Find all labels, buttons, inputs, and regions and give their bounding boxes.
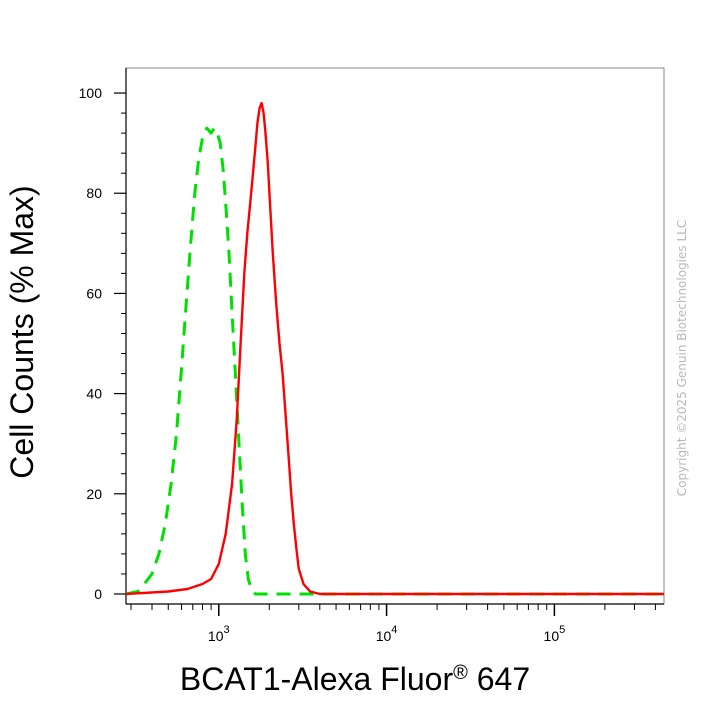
y-tick-label: 0 <box>94 586 102 602</box>
x-tick-label: 105 <box>544 624 566 644</box>
x-axis-title: BCAT1-Alexa Fluor® 647 <box>180 661 530 697</box>
series-layer <box>125 101 664 596</box>
y-tick-label: 40 <box>86 386 102 402</box>
x-tick-label-base: 10 <box>208 628 224 644</box>
y-tick-label: 100 <box>79 85 103 101</box>
x-axis-title-suffix: 647 <box>468 661 530 697</box>
x-axis-title-main: BCAT1-Alexa Fluor <box>180 661 454 697</box>
y-tick-label: 20 <box>86 486 102 502</box>
x-axis: 103 104 105 <box>126 603 664 644</box>
x-tick-label-exponent: 3 <box>223 624 229 636</box>
x-tick-label-base: 10 <box>376 628 392 644</box>
copyright-watermark: Copyright ©2025 Genuin Biotechnologies L… <box>675 220 689 496</box>
plot-area-frame <box>125 67 665 605</box>
y-axis: 0 20 40 60 80 100 <box>79 68 127 604</box>
x-tick-label: 103 <box>208 624 230 644</box>
x-tick-label-exponent: 5 <box>559 624 565 636</box>
x-tick-label-exponent: 4 <box>391 624 397 636</box>
x-axis-title-registered: ® <box>453 662 468 684</box>
y-tick-label: 60 <box>86 285 102 301</box>
y-axis-title: Cell Counts (% Max) <box>4 185 40 478</box>
series-line-2 <box>125 101 664 596</box>
y-tick-label: 80 <box>86 185 102 201</box>
series-line-1 <box>125 126 664 596</box>
x-tick-label: 104 <box>376 624 398 644</box>
x-tick-label-base: 10 <box>544 628 560 644</box>
